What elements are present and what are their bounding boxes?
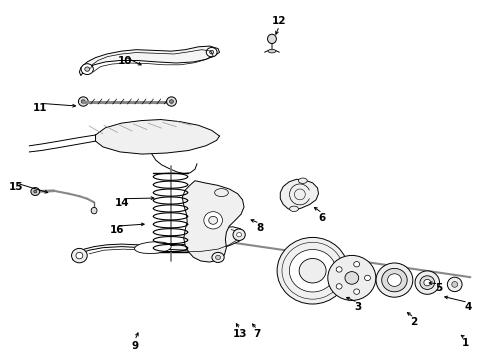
Text: 13: 13 — [233, 329, 247, 339]
Ellipse shape — [72, 248, 87, 263]
Text: 4: 4 — [464, 302, 472, 312]
Ellipse shape — [424, 279, 431, 286]
Ellipse shape — [277, 238, 348, 304]
Text: 2: 2 — [411, 317, 417, 327]
Polygon shape — [73, 227, 244, 260]
Ellipse shape — [354, 261, 360, 267]
Ellipse shape — [345, 271, 359, 284]
Ellipse shape — [290, 206, 298, 211]
Ellipse shape — [76, 252, 83, 259]
Text: 8: 8 — [256, 222, 263, 233]
Text: 14: 14 — [115, 198, 130, 208]
Ellipse shape — [336, 267, 342, 272]
Polygon shape — [79, 46, 220, 76]
Ellipse shape — [78, 97, 88, 106]
Ellipse shape — [170, 100, 173, 103]
Ellipse shape — [212, 252, 224, 262]
Text: 5: 5 — [435, 283, 442, 293]
Ellipse shape — [216, 255, 220, 260]
Ellipse shape — [299, 258, 326, 283]
Ellipse shape — [268, 49, 276, 53]
Ellipse shape — [376, 263, 413, 297]
Ellipse shape — [447, 277, 462, 292]
Ellipse shape — [298, 178, 307, 183]
Ellipse shape — [209, 216, 218, 224]
Text: 16: 16 — [109, 225, 124, 235]
Text: 3: 3 — [354, 302, 361, 312]
Text: 7: 7 — [253, 329, 261, 339]
Text: 10: 10 — [118, 56, 132, 66]
Text: 11: 11 — [33, 103, 48, 113]
Ellipse shape — [420, 276, 435, 289]
Text: 12: 12 — [272, 16, 287, 26]
Text: 6: 6 — [319, 213, 326, 223]
Text: 1: 1 — [462, 338, 469, 348]
Ellipse shape — [85, 67, 90, 71]
Ellipse shape — [268, 34, 276, 44]
Ellipse shape — [91, 207, 97, 214]
Text: 15: 15 — [8, 182, 23, 192]
Ellipse shape — [237, 233, 242, 237]
Ellipse shape — [204, 212, 222, 229]
Text: 9: 9 — [131, 341, 138, 351]
Ellipse shape — [215, 189, 228, 197]
Ellipse shape — [354, 289, 360, 294]
Ellipse shape — [81, 64, 93, 75]
Ellipse shape — [388, 274, 401, 287]
Ellipse shape — [206, 48, 217, 57]
Ellipse shape — [31, 188, 40, 195]
Polygon shape — [280, 179, 318, 211]
Ellipse shape — [336, 284, 342, 289]
Ellipse shape — [34, 190, 37, 193]
Ellipse shape — [167, 97, 176, 106]
Ellipse shape — [290, 249, 336, 292]
Polygon shape — [182, 181, 244, 262]
Ellipse shape — [210, 50, 214, 54]
Ellipse shape — [452, 282, 458, 287]
Ellipse shape — [328, 256, 376, 300]
Ellipse shape — [365, 275, 370, 281]
Ellipse shape — [81, 100, 85, 103]
Ellipse shape — [135, 242, 171, 253]
Ellipse shape — [233, 229, 245, 240]
Ellipse shape — [382, 269, 407, 292]
Ellipse shape — [415, 271, 440, 294]
Polygon shape — [96, 120, 220, 154]
